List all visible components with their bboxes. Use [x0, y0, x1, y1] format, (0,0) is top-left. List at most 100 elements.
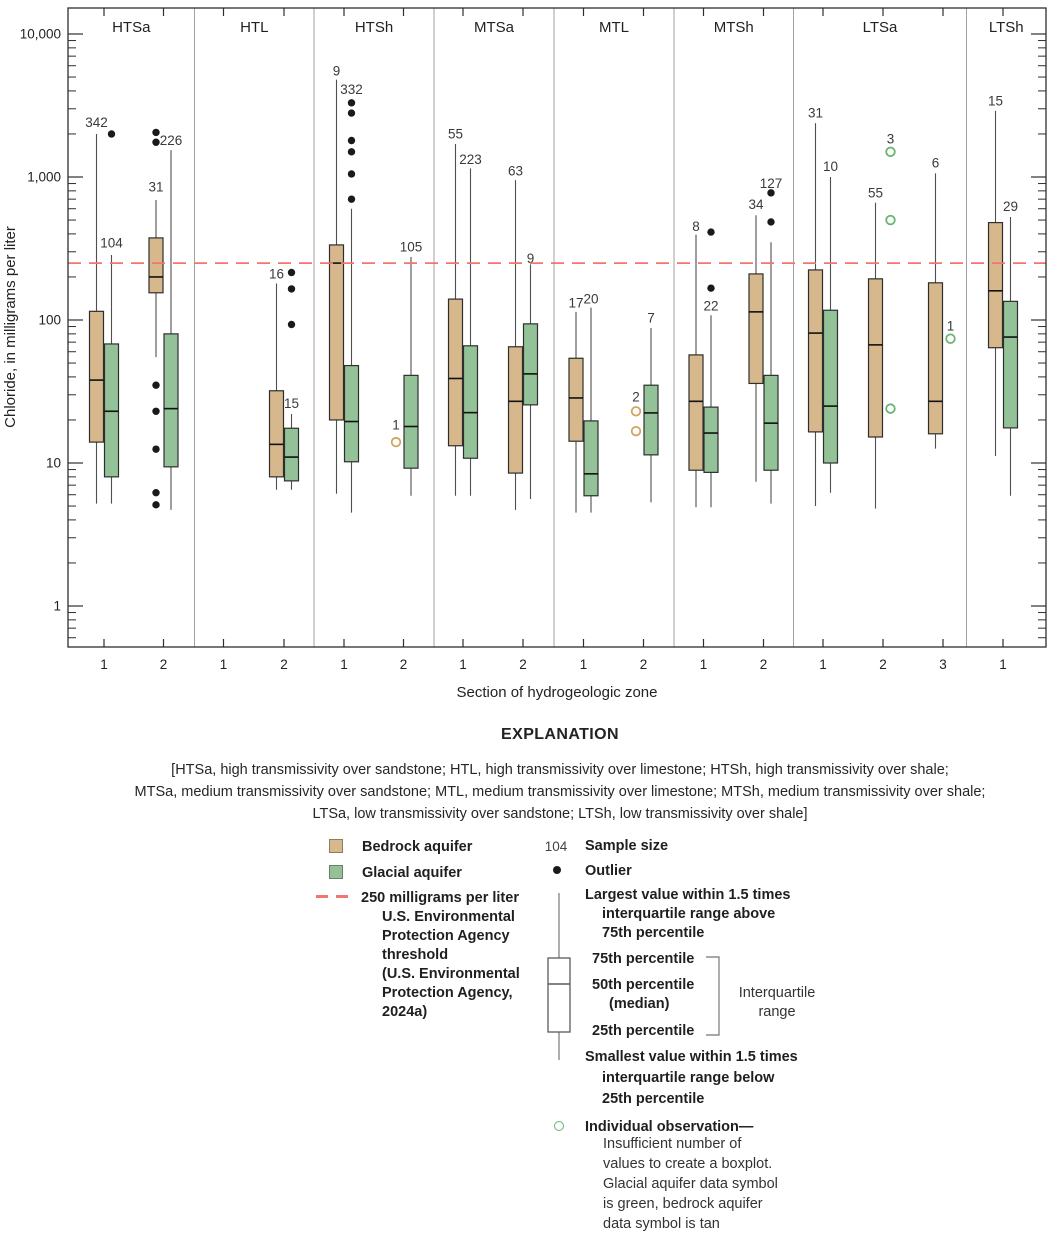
box-glacial [643, 384, 659, 456]
sample-size-label: 31 [808, 106, 823, 121]
threshold-legend-text: 250 milligrams per liter U.S. Environmen… [361, 890, 520, 1020]
sample-size-label: 15 [284, 396, 299, 411]
individual-observation-bedrock [630, 406, 642, 417]
individual-observation-glacial [885, 214, 896, 226]
box-bedrock [807, 269, 824, 433]
glacial-legend-label: Glacial aquifer [362, 865, 462, 881]
outlier-dot [347, 109, 356, 117]
sample-size-label: 104 [100, 236, 123, 251]
sample-size-label: 22 [703, 299, 718, 314]
box-bedrock [88, 310, 105, 443]
outlier-dot [152, 488, 160, 497]
outlier-dot [287, 285, 296, 293]
zone-label: MTSa [474, 19, 515, 36]
y-tick-label: 1 [53, 599, 61, 614]
box-glacial [403, 374, 419, 469]
explanation-title: EXPLANATION [501, 726, 619, 743]
outlier-dot [152, 407, 160, 415]
sample-size-label: 2 [632, 389, 640, 404]
smallest-value-label: Smallest value within 1.5 times interqua… [585, 1049, 798, 1107]
outlier-dot [152, 128, 160, 137]
zone-label: LTSh [989, 19, 1024, 36]
section-tick-label: 2 [280, 657, 288, 672]
section-tick-label: 1 [100, 657, 108, 672]
outlier-dot [152, 138, 160, 146]
outlier-dot [347, 99, 356, 107]
individual-observation-bedrock [630, 425, 642, 437]
individual-observation-title: Individual observation— [585, 1119, 754, 1135]
threshold-dash-icon [316, 895, 348, 898]
box-bedrock [447, 298, 464, 447]
outlier-dot [347, 195, 356, 203]
outlier-dot [152, 445, 160, 453]
sample-size-label: 223 [459, 152, 482, 167]
individual-observation-icon [554, 1121, 564, 1131]
p75-label: 75th percentile [592, 951, 695, 967]
section-tick-label: 2 [760, 657, 768, 672]
zone-label: HTSh [355, 19, 393, 36]
outlier-dot [767, 189, 775, 197]
outlier-dot [347, 148, 356, 156]
sample-size-label: 55 [868, 185, 883, 200]
outlier-dot [347, 170, 356, 178]
individual-observation-text: Insufficient number of values to create … [603, 1136, 778, 1232]
sample-size-label: 1 [392, 417, 400, 432]
outlier-dot [707, 228, 715, 236]
sample-size-label: 55 [448, 126, 463, 141]
y-tick-label: 1,000 [27, 170, 61, 185]
legend-boxplot-glyph [547, 893, 571, 1060]
section-tick-label: 1 [340, 657, 348, 672]
bedrock-legend-label: Bedrock aquifer [362, 839, 473, 855]
section-tick-label: 1 [459, 657, 467, 672]
iqr-bracket [706, 956, 720, 1036]
box-bedrock [867, 278, 884, 438]
box-bedrock [748, 273, 764, 385]
section-tick-label: 1 [220, 657, 228, 672]
y-tick-label: 100 [38, 313, 61, 328]
section-tick-label: 2 [400, 657, 408, 672]
box-glacial [103, 343, 120, 478]
box-bedrock [148, 237, 164, 294]
note-line: LTSa, low transmissivity over sandstone;… [312, 806, 808, 822]
sample-size-label: 9 [527, 251, 535, 266]
sample-size-label: 332 [340, 82, 363, 97]
y-axis-title: Chloride, in milligrams per liter [2, 226, 19, 428]
box-glacial [522, 323, 539, 406]
zone-abbreviation-note: [HTSa, high transmissivity over sandston… [64, 759, 1056, 825]
sample-size-label: 226 [160, 133, 183, 148]
y-tick-label: 10 [46, 456, 61, 471]
outlier-dot [707, 284, 715, 292]
section-tick-label: 2 [640, 657, 648, 672]
section-tick-label: 2 [519, 657, 527, 672]
outlier-dot-icon [553, 866, 561, 874]
individual-observation-glacial [885, 146, 896, 158]
sample-size-label: 127 [760, 176, 783, 191]
section-tick-label: 1 [999, 657, 1007, 672]
box-bedrock [328, 244, 345, 421]
box-glacial [343, 364, 360, 463]
section-tick-label: 1 [819, 657, 827, 672]
outlier-dot [107, 130, 116, 138]
outlier-dot [287, 268, 296, 277]
sample-size-label: 8 [692, 219, 700, 234]
sample-size-label: 17 [568, 296, 583, 311]
individual-observation-bedrock [390, 436, 402, 448]
section-tick-label: 3 [939, 657, 947, 672]
outlier-dot [347, 136, 356, 145]
bedrock-swatch-icon [329, 839, 343, 853]
individual-observation-glacial [885, 403, 896, 414]
box-glacial [703, 406, 719, 473]
box-bedrock [927, 282, 944, 435]
sample-size-label: 63 [508, 164, 523, 179]
sample-size-label: 342 [85, 115, 108, 130]
box-bedrock [688, 354, 704, 471]
sample-size-label: 34 [748, 197, 764, 212]
outlier-dot [152, 381, 160, 389]
box-glacial [822, 309, 839, 464]
sample-size-label: 31 [148, 180, 163, 195]
zone-label: MTL [599, 19, 629, 36]
section-tick-label: 2 [160, 657, 168, 672]
outlier-dot [767, 218, 775, 226]
note-line: MTSa, medium transmissivity over sandsto… [134, 784, 986, 800]
